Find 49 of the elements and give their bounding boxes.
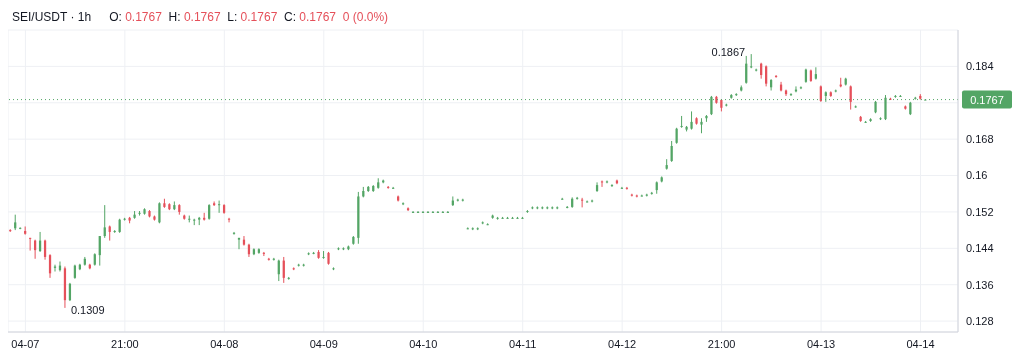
candlestick <box>237 237 241 250</box>
candlestick <box>158 201 161 224</box>
candlestick <box>436 210 440 214</box>
candlestick <box>227 217 231 223</box>
candlestick <box>431 210 435 214</box>
candlestick <box>690 110 693 131</box>
candlestick <box>581 197 584 208</box>
x-tick-label: 04-11 <box>509 337 537 350</box>
y-tick-label: 0.184 <box>966 60 994 73</box>
chart-title: SEI/USDT · 1h <box>12 10 92 24</box>
candlestick <box>426 210 430 214</box>
candlestick <box>217 200 221 214</box>
candlestick <box>262 251 265 257</box>
x-tick-label: 04-10 <box>409 337 438 350</box>
x-tick-label: 04-14 <box>906 337 935 350</box>
text: O: 0.1767 H: 0.1767 L: 0.1767 C: 0.1767 0 (0.0%) <box>109 10 389 24</box>
candlestick <box>416 210 420 214</box>
y-tick-label: 0.168 <box>966 133 994 146</box>
candlestick <box>103 204 106 239</box>
candlestick <box>620 186 624 190</box>
y-tick-label: 0.152 <box>966 205 994 218</box>
candlestick <box>29 237 32 252</box>
y-tick-label: 0.136 <box>966 278 994 291</box>
candlestick <box>765 64 768 87</box>
candlestick <box>213 200 216 207</box>
x-tick-label: 04-09 <box>309 337 338 350</box>
x-tick-label: 04-12 <box>608 337 637 350</box>
candlestick <box>680 115 683 129</box>
x-tick-label: 04-07 <box>11 337 40 350</box>
candlestick <box>814 66 817 81</box>
annotation: 0.1309 <box>70 303 105 316</box>
candlestick <box>406 206 410 212</box>
candlestick <box>242 235 246 247</box>
y-tick-label: 0.128 <box>966 314 994 327</box>
candlestick <box>750 53 753 69</box>
candlestick <box>600 180 604 188</box>
candlestick <box>849 84 852 111</box>
x-tick-label: 21:00 <box>707 337 736 350</box>
annotation: 0.1867 <box>711 46 746 59</box>
y-tick-label: 0.16 <box>966 169 988 182</box>
candlestick <box>411 210 415 214</box>
ref-line-label: 0.1767 <box>970 93 1004 106</box>
candlestick <box>421 210 425 214</box>
x-tick-label: 21:00 <box>111 337 139 350</box>
x-tick-label: 04-13 <box>807 337 836 350</box>
candlestick <box>446 210 449 214</box>
x-tick-label: 04-08 <box>210 337 239 350</box>
candlestick <box>441 210 445 214</box>
y-tick-label: 0.144 <box>966 242 994 255</box>
